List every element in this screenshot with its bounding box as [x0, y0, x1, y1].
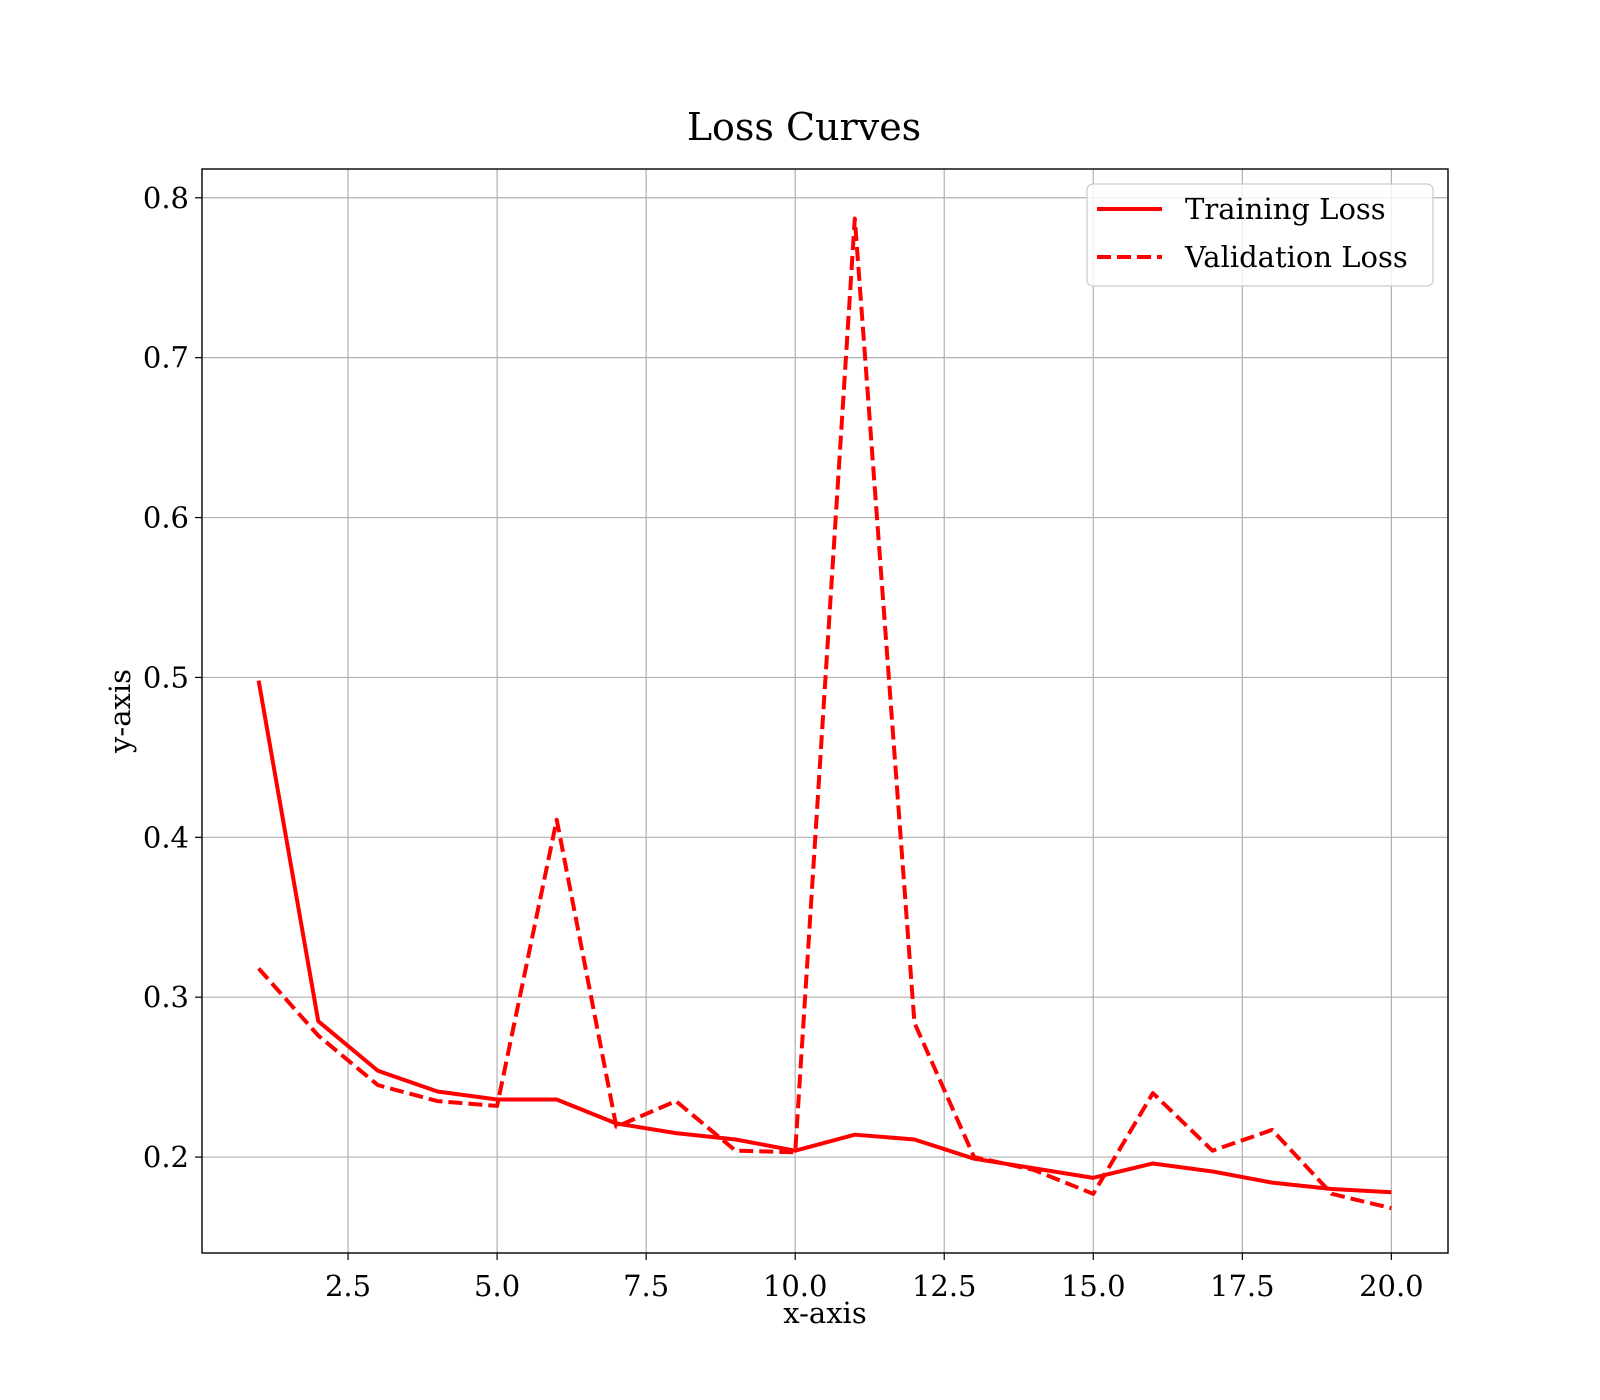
series-line-validation-loss: [257, 216, 1392, 1211]
legend-label-training: Training Loss: [1185, 192, 1386, 226]
x-axis-label: x-axis: [783, 1296, 866, 1330]
y-tick-label: 0.8: [143, 181, 189, 215]
series-line-training-loss: [256, 680, 1392, 1195]
y-tick-label: 0.4: [143, 820, 189, 854]
x-tick-label: 2.5: [325, 1269, 371, 1303]
x-tick-label: 17.5: [1210, 1269, 1275, 1303]
legend-label-validation: Validation Loss: [1184, 240, 1408, 274]
x-tick-label: 5.0: [474, 1269, 520, 1303]
y-tick-label: 0.6: [143, 501, 189, 535]
grid-lines: [202, 169, 1448, 1253]
x-tick-label: 10.0: [763, 1269, 828, 1303]
chart-title: Loss Curves: [687, 105, 921, 149]
y-axis-label: y-axis: [103, 669, 137, 754]
y-tick-label: 0.3: [143, 980, 189, 1014]
y-axis-ticks: 0.2 0.3 0.4 0.5 0.6 0.7 0.8: [143, 181, 202, 1174]
legend: Training Loss Validation Loss: [1086, 183, 1434, 287]
y-tick-label: 0.5: [143, 660, 189, 694]
x-tick-label: 20.0: [1359, 1269, 1424, 1303]
plot-frame: [201, 168, 1449, 1254]
x-axis-ticks: 2.5 5.0 7.5 10.0 12.5 15.0 17.5 20.0: [325, 1253, 1424, 1303]
legend-box: [1086, 183, 1434, 287]
series-lines: [256, 216, 1392, 1211]
x-tick-label: 15.0: [1061, 1269, 1126, 1303]
x-tick-label: 12.5: [912, 1269, 977, 1303]
y-tick-label: 0.7: [143, 341, 189, 375]
x-tick-label: 7.5: [623, 1269, 669, 1303]
y-tick-label: 0.2: [143, 1140, 189, 1174]
